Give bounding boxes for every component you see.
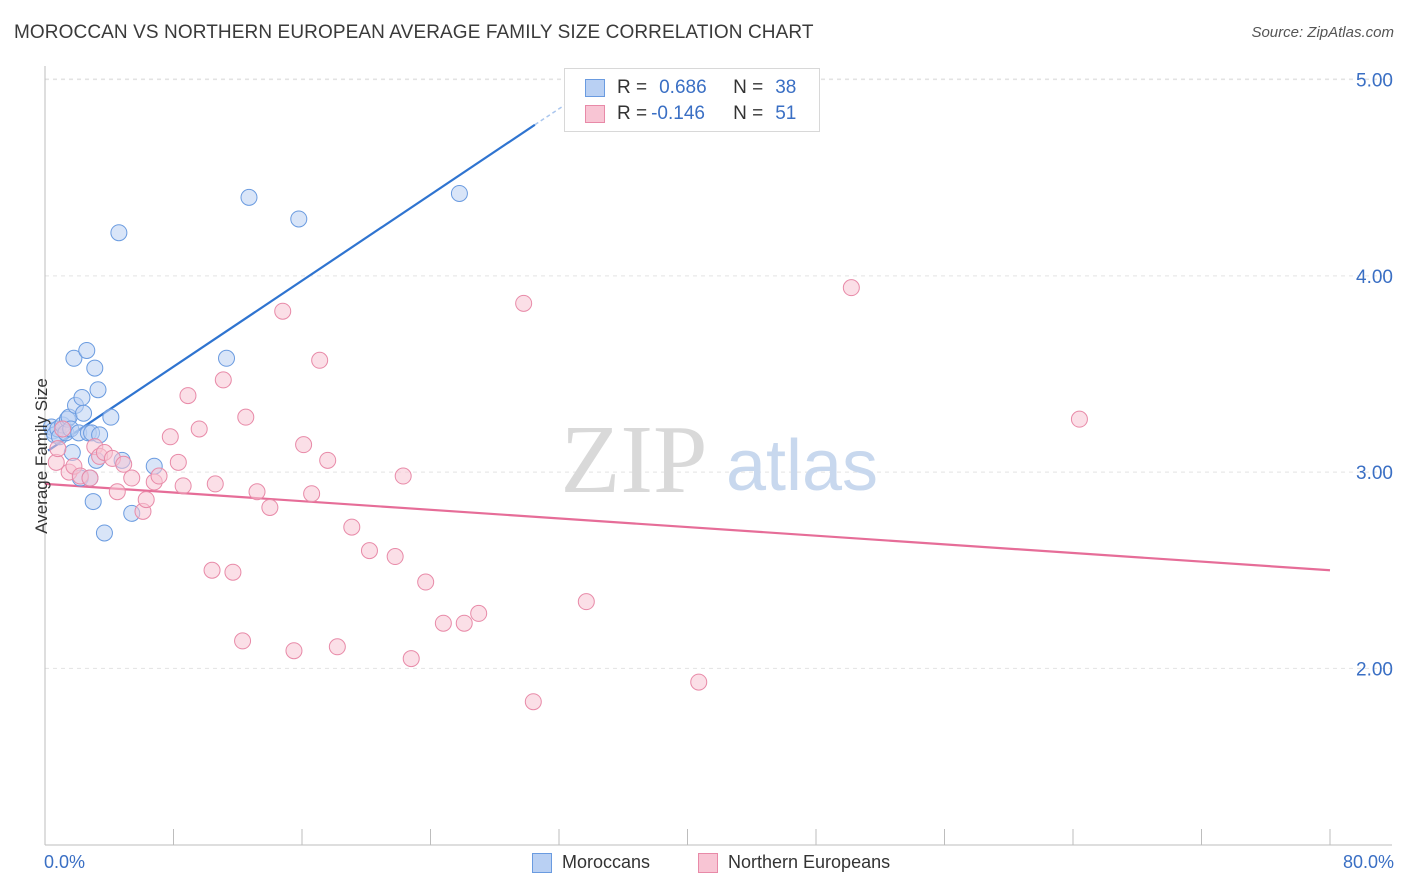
series-label-northern-europeans: Northern Europeans — [728, 852, 891, 872]
northern-european-point — [524, 693, 542, 711]
northern-european-point — [174, 477, 192, 495]
legend-n-value: 51 — [775, 103, 797, 124]
y-tick-label: 5.00 — [1356, 71, 1393, 92]
legend-r-value: -0.146 — [651, 103, 705, 124]
northern-european-point — [295, 436, 313, 454]
moroccan-point — [450, 184, 468, 202]
northern-european-point — [343, 518, 361, 536]
y-tick-label: 2.00 — [1356, 659, 1393, 680]
northern-european-point — [394, 467, 412, 485]
northern-european-point — [1070, 410, 1088, 428]
northern-european-point — [108, 483, 126, 501]
data-points — [42, 184, 1088, 711]
legend-row-moroccans: R = 0.686 N = 38 — [585, 76, 796, 100]
legend-row-northern-europeans: R = -0.146 N = 51 — [585, 102, 796, 126]
northern-european-point — [214, 371, 232, 389]
northern-european-point — [49, 440, 67, 458]
moroccan-point — [95, 524, 113, 542]
moroccan-point — [290, 210, 308, 228]
grid-lines — [45, 78, 1392, 669]
moroccan-trend-line — [47, 123, 536, 452]
y-tick-labels: 2.00 3.00 4.00 5.00 — [1356, 71, 1393, 681]
northern-european-point — [137, 491, 155, 509]
legend-r-label: R = — [617, 77, 648, 98]
northern-european-point — [224, 563, 242, 581]
northern-european-point — [311, 351, 329, 369]
northern-european-point — [577, 593, 595, 611]
y-axis-title: Average Family Size — [32, 378, 51, 534]
northern-european-point — [470, 604, 488, 622]
moroccan-point — [240, 188, 258, 206]
northern-european-point — [115, 455, 133, 473]
chart-title: MOROCCAN VS NORTHERN EUROPEAN AVERAGE FA… — [14, 22, 814, 43]
series-swatch-moroccans — [532, 852, 552, 873]
legend-swatch-northern-europeans — [585, 105, 605, 123]
northern-european-point — [386, 548, 404, 566]
moroccan-point — [86, 359, 104, 377]
moroccan-point — [89, 381, 107, 399]
moroccan-point — [73, 389, 91, 407]
source-label: Source: ZipAtlas.com — [1251, 24, 1394, 41]
northern-european-point — [274, 302, 292, 320]
watermark-atlas: atlas — [726, 426, 878, 506]
moroccan-point — [75, 404, 93, 422]
moroccan-point — [65, 349, 83, 367]
northern-european-point — [842, 279, 860, 297]
y-tick-label: 3.00 — [1356, 463, 1393, 484]
northern-european-point — [455, 614, 473, 632]
northern-european-point — [328, 638, 346, 656]
northern-european-point — [402, 650, 420, 668]
series-legend-moroccans: Moroccans — [532, 852, 650, 873]
northern-european-point — [81, 469, 99, 487]
moroccan-point — [218, 349, 236, 367]
northern-european-point — [303, 485, 321, 503]
northern-european-point — [169, 453, 187, 471]
series-legend: Moroccans Northern Europeans — [0, 850, 1406, 880]
northern-european-point — [690, 673, 708, 691]
series-legend-northern-europeans: Northern Europeans — [698, 852, 890, 873]
northern-european-point — [515, 294, 533, 312]
legend-r-value: 0.686 — [659, 77, 707, 98]
northern-european-point — [179, 387, 197, 405]
axes — [44, 66, 1392, 846]
northern-european-point — [237, 408, 255, 426]
moroccan-point — [78, 341, 96, 359]
northern-european-point — [123, 469, 141, 487]
northern-european-point — [54, 420, 72, 438]
legend-n-label: N = — [733, 77, 764, 98]
legend-swatch-moroccans — [585, 79, 605, 97]
northern-european-point — [206, 475, 224, 493]
northern-european-point — [234, 632, 252, 650]
northern-european-point — [161, 428, 179, 446]
northern-european-point — [150, 467, 168, 485]
x-tick-label-min: 0.0% — [44, 852, 86, 872]
y-tick-label: 4.00 — [1356, 267, 1393, 288]
watermark-zip: ZIP — [561, 406, 708, 514]
northern-european-point — [261, 498, 279, 516]
correlation-legend: R = 0.686 N = 38 R = -0.146 N = 51 — [564, 68, 820, 132]
legend-r-label: R = — [617, 103, 648, 124]
northern-european-point — [417, 573, 435, 591]
northern-european-point — [434, 614, 452, 632]
northern-european-point — [285, 642, 303, 660]
northern-european-point — [248, 483, 266, 501]
legend-n-value: 38 — [775, 77, 797, 98]
legend-n-label: N = — [733, 103, 764, 124]
northern-european-point — [319, 451, 337, 469]
moroccan-point — [110, 224, 128, 242]
moroccan-point — [84, 493, 102, 511]
series-label-moroccans: Moroccans — [562, 852, 651, 872]
moroccan-point — [102, 408, 120, 426]
northern-european-point — [190, 420, 208, 438]
x-tick-label-max: 80.0% — [1342, 852, 1394, 872]
northern-european-point — [203, 561, 221, 579]
northern-european-point — [360, 542, 378, 560]
series-swatch-northern-europeans — [698, 852, 718, 873]
